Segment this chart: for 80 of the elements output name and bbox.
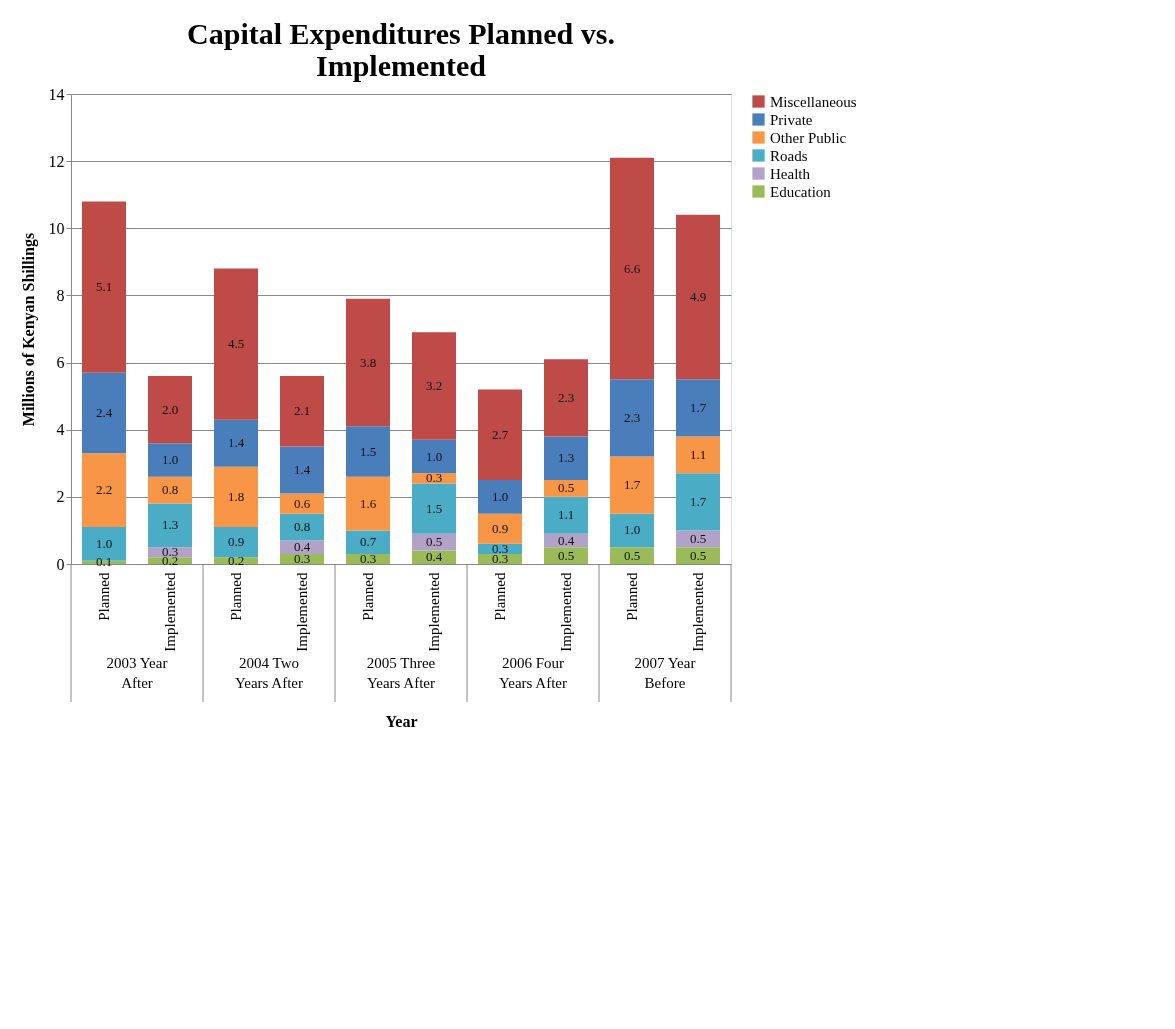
data-label: 2.0 bbox=[161, 401, 179, 417]
data-label: 2.1 bbox=[293, 403, 311, 419]
data-label: 1.5 bbox=[425, 500, 443, 516]
data-label: 1.0 bbox=[161, 451, 179, 467]
x-tick-label: Implemented bbox=[294, 572, 310, 652]
data-label: 1.7 bbox=[623, 477, 641, 493]
y-tick-label: 12 bbox=[48, 152, 65, 170]
data-label: 0.4 bbox=[425, 549, 443, 565]
data-label: 0.5 bbox=[689, 530, 707, 546]
data-label: 5.1 bbox=[95, 279, 113, 295]
legend-label: Health bbox=[770, 165, 811, 182]
data-label: 0.4 bbox=[557, 532, 575, 548]
data-label: 0.9 bbox=[227, 534, 245, 550]
x-tick-label: Implemented bbox=[558, 572, 574, 652]
y-tick-label: 6 bbox=[56, 354, 65, 372]
x-tick-label: Implemented bbox=[690, 572, 706, 652]
data-label: 1.1 bbox=[557, 507, 575, 523]
data-label: 2.4 bbox=[95, 404, 113, 420]
data-label: 0.6 bbox=[293, 495, 311, 511]
data-label: 2.3 bbox=[623, 409, 641, 425]
data-label: 2.2 bbox=[95, 482, 113, 498]
y-tick-label: 8 bbox=[56, 286, 65, 304]
data-label: 0.3 bbox=[425, 470, 443, 486]
data-label: 0.7 bbox=[359, 534, 377, 550]
data-label: 6.6 bbox=[623, 260, 641, 276]
data-label: 0.5 bbox=[557, 480, 575, 496]
legend-label: Private bbox=[770, 111, 813, 128]
data-label: 0.2 bbox=[227, 552, 245, 568]
y-tick-label: 0 bbox=[56, 555, 65, 573]
data-label: 1.0 bbox=[491, 488, 509, 504]
data-label: 2.7 bbox=[491, 426, 509, 442]
data-label: 0.3 bbox=[359, 550, 377, 566]
data-label: 1.0 bbox=[425, 448, 443, 464]
legend-label: Roads bbox=[770, 147, 808, 164]
data-label: 1.4 bbox=[227, 435, 245, 451]
data-label: 1.3 bbox=[161, 517, 179, 533]
data-label: 4.5 bbox=[227, 336, 245, 352]
data-label: 1.0 bbox=[95, 535, 113, 551]
y-tick-label: 2 bbox=[56, 488, 65, 506]
y-tick-label: 10 bbox=[48, 219, 65, 237]
data-label: 1.8 bbox=[227, 488, 245, 504]
x-tick-label: Planned bbox=[96, 572, 112, 621]
x-axis-title: Year bbox=[385, 712, 418, 730]
x-tick-label: Planned bbox=[360, 572, 376, 621]
data-label: 1.0 bbox=[623, 522, 641, 538]
data-label: 4.9 bbox=[689, 289, 707, 305]
data-label: 1.1 bbox=[689, 446, 707, 462]
data-label: 1.4 bbox=[293, 462, 311, 477]
data-label: 3.2 bbox=[425, 378, 443, 394]
x-tick-label: Planned bbox=[228, 572, 244, 621]
data-label: 0.5 bbox=[689, 547, 707, 563]
x-tick-label: Implemented bbox=[162, 572, 178, 652]
chart-title: Capital Expenditures Planned vs. Implemented bbox=[187, 17, 615, 82]
text: 2004 Two Years After bbox=[234, 655, 304, 691]
y-axis-title: Millions of Kenyan Shillings bbox=[19, 232, 38, 427]
y-tick-label: 4 bbox=[56, 421, 65, 439]
x-tick-label: Planned bbox=[492, 572, 508, 621]
data-label: 0.8 bbox=[293, 519, 311, 535]
legend-label: Miscellaneous bbox=[770, 93, 857, 110]
text: 2005 Three Years After bbox=[366, 655, 436, 691]
data-label: 0.5 bbox=[623, 547, 641, 563]
x-tick-label: Implemented bbox=[426, 572, 442, 652]
text: 2007 Year Before bbox=[634, 655, 696, 691]
data-label: 1.6 bbox=[359, 495, 377, 511]
data-label: 0.8 bbox=[161, 482, 179, 498]
data-label: 2.3 bbox=[557, 389, 575, 405]
text: 2003 Year After bbox=[106, 655, 168, 691]
data-label: 0.5 bbox=[557, 547, 575, 563]
data-label: 1.5 bbox=[359, 443, 377, 459]
data-label: 0.5 bbox=[425, 534, 443, 550]
data-label: 1.7 bbox=[689, 493, 707, 509]
data-label: 0.9 bbox=[491, 520, 509, 536]
y-tick-label: 14 bbox=[48, 85, 65, 103]
x-tick-label: Planned bbox=[624, 572, 640, 621]
text: 2006 Four Years After bbox=[498, 655, 568, 691]
data-label: 1.7 bbox=[689, 399, 707, 415]
legend-label: Education bbox=[770, 183, 832, 200]
data-label: 3.8 bbox=[359, 354, 377, 370]
data-label: 1.3 bbox=[557, 450, 575, 466]
legend-label: Other Public bbox=[770, 129, 847, 146]
